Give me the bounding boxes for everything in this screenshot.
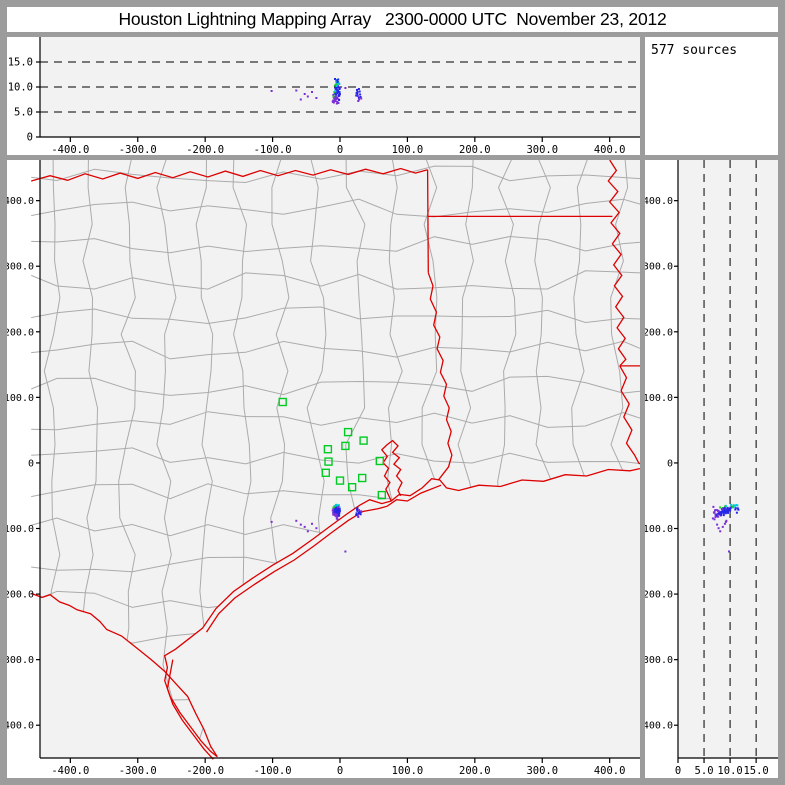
axes: -400.0 -300.0 -200.0 -100.0 0 100.0 200.0 300.0… (7, 160, 640, 777)
altitude-vs-northsouth-plot: -400.0 -300.0 -200.0 -100.0 0 100.0 200.0 300.0… (645, 160, 778, 777)
altitude-vs-northsouth-panel: -400.0 -300.0 -200.0 -100.0 0 100.0 200.0 300.0… (645, 160, 778, 778)
svg-text:100.0: 100.0 (392, 765, 424, 777)
svg-text:-300.0: -300.0 (645, 655, 673, 666)
svg-text:300.0: 300.0 (7, 262, 34, 273)
svg-text:400.0: 400.0 (594, 144, 626, 155)
svg-text:-200.0: -200.0 (7, 590, 34, 601)
svg-text:-100.0: -100.0 (645, 524, 673, 535)
svg-text:-200.0: -200.0 (186, 765, 224, 777)
svg-text:0: 0 (337, 144, 343, 155)
svg-text:400.0: 400.0 (7, 196, 34, 207)
title-bar: Houston Lightning Mapping Array 2300-000… (7, 7, 778, 32)
red-river-tx-ok-border (31, 167, 428, 182)
svg-text:5.0: 5.0 (695, 765, 714, 777)
svg-text:-100.0: -100.0 (254, 765, 292, 777)
source-count-label: 577 sources (651, 43, 738, 58)
lightning-sources-scatter (270, 503, 363, 553)
svg-text:400.0: 400.0 (594, 765, 626, 777)
plan-view-map-panel: -400.0 -300.0 -200.0 -100.0 0 100.0 200.0 300.0… (7, 160, 640, 778)
page-title: Houston Lightning Mapping Array 2300-000… (118, 9, 667, 29)
svg-text:100.0: 100.0 (7, 393, 34, 404)
svg-text:400.0: 400.0 (645, 196, 673, 207)
svg-text:5.0: 5.0 (14, 107, 33, 119)
svg-text:0: 0 (337, 765, 343, 777)
svg-text:-100.0: -100.0 (254, 144, 292, 155)
lma-station-markers (278, 397, 386, 500)
axes: 0 5.0 10.0 15.0 -400.0 -300.0 -200.0 -100.0 0 100… (8, 37, 640, 155)
svg-text:-300.0: -300.0 (119, 765, 157, 777)
svg-text:15.0: 15.0 (8, 57, 33, 69)
lightning-sources-scatter (270, 78, 363, 105)
tx-ar-border (426, 169, 429, 273)
svg-text:15.0: 15.0 (743, 765, 768, 777)
svg-text:200.0: 200.0 (459, 144, 491, 155)
plan-view-map-plot: -400.0 -300.0 -200.0 -100.0 0 100.0 200.0 300.0… (7, 160, 640, 777)
svg-text:0: 0 (675, 765, 681, 777)
svg-text:10.0: 10.0 (717, 765, 742, 777)
mississippi-river (607, 160, 627, 367)
svg-text:-200.0: -200.0 (186, 144, 224, 155)
altitude-vs-eastwest-panel: 0 5.0 10.0 15.0 -400.0 -300.0 -200.0 -100.0 0 100… (7, 37, 640, 155)
svg-text:10.0: 10.0 (8, 82, 33, 94)
plot-area (40, 160, 640, 758)
svg-text:0: 0 (667, 458, 673, 469)
altitude-gridlines (703, 160, 757, 758)
svg-text:-400.0: -400.0 (7, 721, 34, 732)
lightning-sources-scatter (711, 503, 740, 553)
svg-text:-400.0: -400.0 (645, 721, 673, 732)
svg-text:-400.0: -400.0 (51, 765, 89, 777)
svg-text:-400.0: -400.0 (51, 144, 89, 155)
axes: -400.0 -300.0 -200.0 -100.0 0 100.0 200.0 300.0… (645, 160, 778, 777)
svg-text:200.0: 200.0 (7, 327, 34, 338)
svg-text:200.0: 200.0 (645, 327, 673, 338)
svg-text:100.0: 100.0 (392, 144, 424, 155)
altitude-vs-eastwest-plot: 0 5.0 10.0 15.0 -400.0 -300.0 -200.0 -100.0 0 100… (8, 37, 640, 155)
galveston-bay (380, 439, 403, 502)
svg-text:300.0: 300.0 (526, 765, 558, 777)
svg-text:100.0: 100.0 (645, 393, 673, 404)
barrier-islands-upper-coast (205, 484, 442, 633)
svg-text:0: 0 (28, 458, 34, 469)
svg-text:-300.0: -300.0 (7, 655, 34, 666)
svg-text:200.0: 200.0 (459, 765, 491, 777)
plot-area (678, 160, 778, 758)
rio-grande-mexico-border (30, 592, 218, 758)
tx-la-border-sabine (427, 272, 453, 481)
gulf-coastline (163, 467, 640, 758)
source-count-panel: 577 sources (645, 37, 778, 155)
svg-text:0: 0 (27, 132, 33, 144)
svg-text:300.0: 300.0 (645, 262, 673, 273)
svg-text:-100.0: -100.0 (7, 524, 34, 535)
state-borders-and-coastline (30, 160, 640, 760)
svg-text:-300.0: -300.0 (119, 144, 157, 155)
la-ms-border (619, 365, 640, 465)
svg-text:-200.0: -200.0 (645, 590, 673, 601)
svg-text:300.0: 300.0 (526, 144, 558, 155)
